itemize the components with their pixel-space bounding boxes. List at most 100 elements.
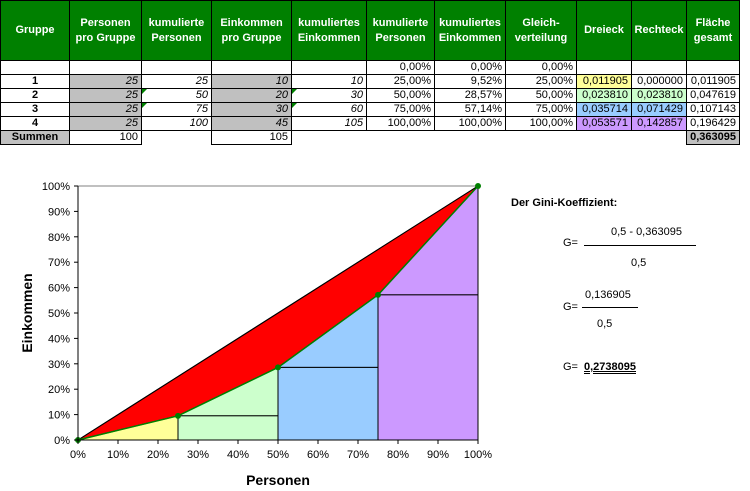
cell-kum-einkommen[interactable]: 10 xyxy=(291,74,367,89)
cell-einkommen[interactable]: 30 xyxy=(211,102,292,117)
cell[interactable] xyxy=(631,60,687,75)
formula-g1-prefix: G= xyxy=(563,237,578,249)
plot-area: 0% 10% 20% 30% 40% 50% 60% 70% 80% 90% 100% 0% 10% 20… xyxy=(19,181,492,488)
formula-g2-numerator: 0,136905 xyxy=(585,289,631,301)
cell-gleich[interactable]: 50,00% xyxy=(505,88,577,103)
cell-kum-einkommen-pct[interactable]: 100,00% xyxy=(434,116,506,131)
cell-flaeche[interactable]: 0,196429 xyxy=(686,116,740,131)
cell-kum-personen[interactable]: 75 xyxy=(141,102,212,117)
cell xyxy=(435,131,506,145)
cell xyxy=(367,131,435,145)
cell-einkommen[interactable]: 10 xyxy=(211,74,292,89)
cell-gleich[interactable]: 100,00% xyxy=(505,116,577,131)
x-tick-label: 40% xyxy=(227,449,249,461)
cell[interactable] xyxy=(0,60,70,75)
header-dreieck: Dreieck xyxy=(576,0,632,61)
cell-kum-personen-pct[interactable]: 100,00% xyxy=(366,116,435,131)
header-row: Gruppe Personen pro Gruppe kumulierte Pe… xyxy=(0,0,740,61)
cell-personen[interactable]: 25 xyxy=(69,116,142,131)
cell-rechteck[interactable]: 0,000000 xyxy=(631,74,687,89)
cell-gruppe[interactable]: 4 xyxy=(0,116,70,131)
cell-dreieck[interactable]: 0,053571 xyxy=(576,116,632,131)
cell-rechteck[interactable]: 0,023810 xyxy=(631,88,687,103)
cell-kum-einkommen-pct[interactable]: 28,57% xyxy=(434,88,506,103)
table-row-zero: 0,00% 0,00% 0,00% xyxy=(0,60,740,75)
cell-flaeche[interactable]: 0,107143 xyxy=(686,102,740,117)
cell[interactable] xyxy=(576,60,632,75)
cell-einkommen[interactable]: 20 xyxy=(211,88,292,103)
cell-gruppe[interactable]: 3 xyxy=(0,102,70,117)
cell-kum-personen-pct[interactable]: 50,00% xyxy=(366,88,435,103)
cell-dreieck[interactable]: 0,011905 xyxy=(576,74,632,89)
y-tick-label: 80% xyxy=(48,232,70,244)
x-tick-label: 30% xyxy=(187,449,209,461)
cell-kum-einkommen-pct[interactable]: 0,00% xyxy=(434,60,506,75)
header-gruppe: Gruppe xyxy=(0,0,70,61)
formula-g1-numerator: 0,5 - 0,363095 xyxy=(611,226,682,238)
cell-flaeche[interactable]: 0,011905 xyxy=(686,74,740,89)
x-tick-label: 50% xyxy=(267,449,289,461)
cell[interactable] xyxy=(141,60,212,75)
cell-einkommen[interactable]: 45 xyxy=(211,116,292,131)
table-row: 1 25 25 10 10 25,00% 9,52% 25,00% 0,0119… xyxy=(0,74,740,89)
cell-kum-einkommen[interactable]: 30 xyxy=(291,88,367,103)
cell-sum-einkommen[interactable]: 105 xyxy=(211,130,292,145)
lorenz-point xyxy=(475,183,481,189)
x-tick-label: 10% xyxy=(107,449,129,461)
header-rechteck: Rechteck xyxy=(631,0,687,61)
cell-gleich[interactable]: 75,00% xyxy=(505,102,577,117)
cell-kum-einkommen[interactable]: 105 xyxy=(291,116,367,131)
cell[interactable] xyxy=(291,60,367,75)
cell-kum-personen[interactable]: 50 xyxy=(141,88,212,103)
cell xyxy=(506,131,577,145)
cell[interactable] xyxy=(211,60,292,75)
cell-gleich[interactable]: 25,00% xyxy=(505,74,577,89)
cell-personen[interactable]: 25 xyxy=(69,88,142,103)
x-tick-label: 80% xyxy=(387,449,409,461)
cell-gleich[interactable]: 0,00% xyxy=(505,60,577,75)
y-tick-label: 10% xyxy=(48,410,70,422)
header-einkommen: Einkommen pro Gruppe xyxy=(211,0,292,61)
formula-g2-denominator: 0,5 xyxy=(597,318,613,330)
cell[interactable] xyxy=(69,60,142,75)
y-tick-label: 50% xyxy=(48,308,70,320)
y-tick-label: 20% xyxy=(48,384,70,396)
equality-line xyxy=(77,185,479,441)
formula-g1-denominator: 0,5 xyxy=(631,257,647,269)
cell-kum-einkommen-pct[interactable]: 9,52% xyxy=(434,74,506,89)
cell-kum-personen[interactable]: 25 xyxy=(141,74,212,89)
cell-flaeche[interactable]: 0,047619 xyxy=(686,88,740,103)
x-axis-title: Personen xyxy=(246,472,310,488)
y-axis-title: Einkommen xyxy=(19,273,35,352)
y-tick-label: 70% xyxy=(48,257,70,269)
cell-kum-personen[interactable]: 100 xyxy=(141,116,212,131)
lorenz-point xyxy=(275,364,281,371)
cell-kum-einkommen[interactable]: 60 xyxy=(291,102,367,117)
cell[interactable] xyxy=(686,60,740,75)
cell-gruppe[interactable]: 2 xyxy=(0,88,70,103)
cell-kum-personen-pct[interactable]: 75,00% xyxy=(366,102,435,117)
x-tick-label: 0% xyxy=(70,449,86,461)
segment-rectangle-3 xyxy=(277,366,379,441)
x-tick-label: 20% xyxy=(147,449,169,461)
cell-kum-personen-pct[interactable]: 25,00% xyxy=(366,74,435,89)
segment-rectangle-4 xyxy=(377,294,479,441)
cell-personen[interactable]: 25 xyxy=(69,74,142,89)
cell-rechteck[interactable]: 0,142857 xyxy=(631,116,687,131)
cell-dreieck[interactable]: 0,035714 xyxy=(576,102,632,117)
cell-sum-total[interactable]: 0,363095 xyxy=(686,130,740,145)
cell-summen-label: Summen xyxy=(0,130,70,145)
cell-kum-personen-pct[interactable]: 0,00% xyxy=(366,60,435,75)
cell-gruppe[interactable]: 1 xyxy=(0,74,70,89)
header-flaeche: Fläche gesamt xyxy=(686,0,740,61)
lorenz-chart: 0% 10% 20% 30% 40% 50% 60% 70% 80% 90% 100% 0% 10% 20… xyxy=(19,181,492,488)
cell-sum-personen[interactable]: 100 xyxy=(69,130,142,145)
cell-kum-einkommen-pct[interactable]: 57,14% xyxy=(434,102,506,117)
cell-rechteck[interactable]: 0,071429 xyxy=(631,102,687,117)
header-personen: Personen pro Gruppe xyxy=(69,0,142,61)
header-kum-personen-pct: kumulierte Personen xyxy=(366,0,435,61)
cell-personen[interactable]: 25 xyxy=(69,102,142,117)
cell-dreieck[interactable]: 0,023810 xyxy=(576,88,632,103)
lorenz-point xyxy=(175,412,181,419)
table-row: 4 25 100 45 105 100,00% 100,00% 100,00% … xyxy=(0,116,740,131)
